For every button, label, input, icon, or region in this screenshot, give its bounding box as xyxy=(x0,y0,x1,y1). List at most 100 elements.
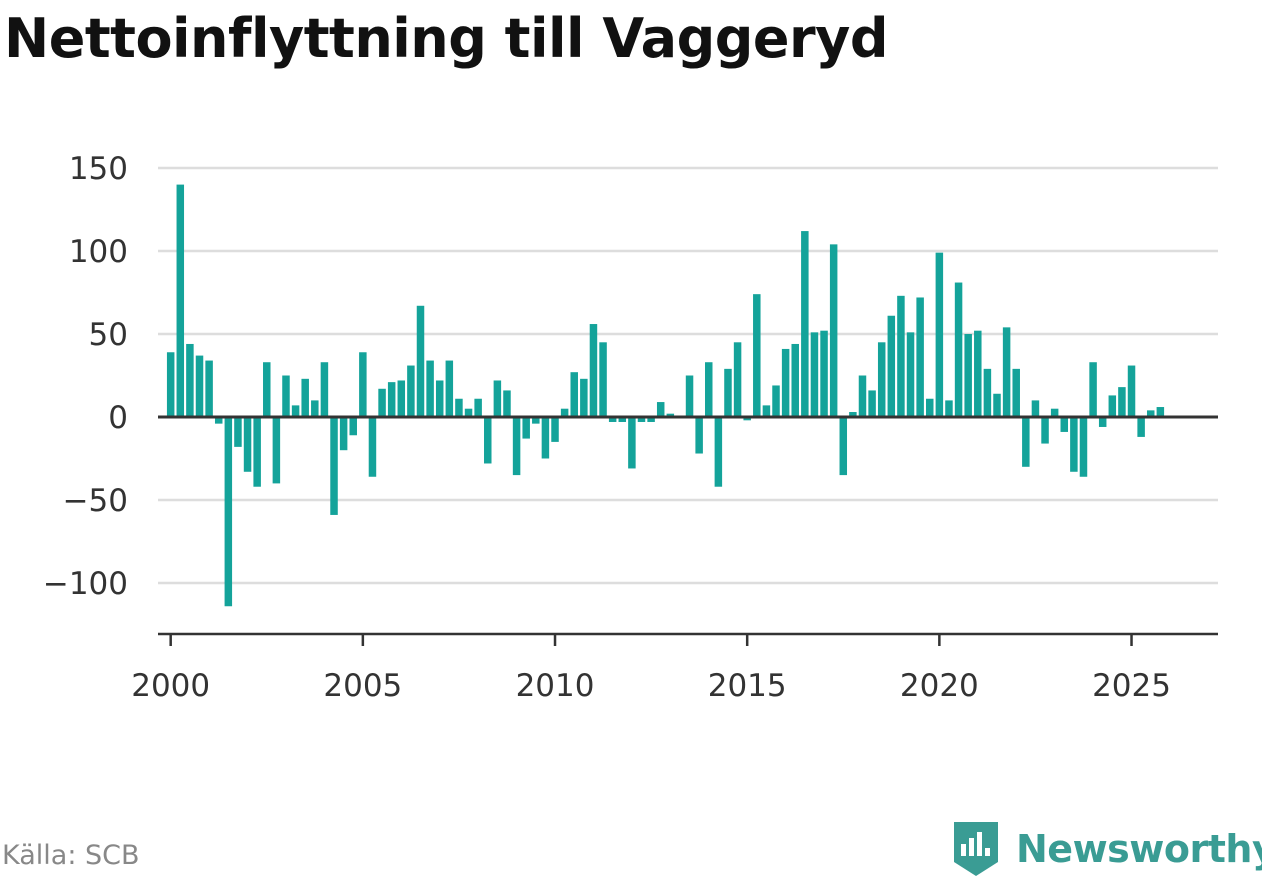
bar xyxy=(1118,387,1126,417)
bar xyxy=(195,355,204,417)
bar xyxy=(887,315,896,417)
bar xyxy=(416,305,425,417)
bar xyxy=(954,282,963,417)
y-tick-labels: −100 −50 0 50 100 150 xyxy=(43,151,128,602)
x-tick-label: 2000 xyxy=(131,668,210,704)
bar xyxy=(407,365,415,417)
y-tick-label: 150 xyxy=(69,151,128,187)
bar xyxy=(349,417,357,436)
bar xyxy=(935,252,944,417)
bar xyxy=(666,413,675,417)
bar xyxy=(263,362,271,417)
bar xyxy=(474,398,482,417)
bar xyxy=(858,375,867,417)
y-tick-label: −50 xyxy=(63,483,128,519)
bar xyxy=(1108,395,1117,417)
bar xyxy=(1070,417,1078,472)
bar xyxy=(368,417,377,477)
bar xyxy=(926,398,934,417)
bar xyxy=(1146,410,1155,417)
bar xyxy=(455,398,463,417)
brand-name: Newsworthy xyxy=(1016,827,1262,871)
bar xyxy=(435,380,444,417)
bar xyxy=(551,417,559,442)
bar xyxy=(291,405,300,417)
bar xyxy=(493,380,502,417)
bar xyxy=(301,378,309,417)
bar xyxy=(570,372,578,417)
bar xyxy=(1156,407,1165,417)
x-tick-label: 2020 xyxy=(900,668,979,704)
bar xyxy=(647,417,655,422)
bar xyxy=(166,352,175,417)
bar xyxy=(1089,362,1097,417)
bar xyxy=(1060,417,1069,432)
bar xyxy=(685,375,694,417)
bar xyxy=(820,330,828,417)
bar xyxy=(791,343,799,417)
x-tick-label: 2005 xyxy=(323,668,402,704)
bar xyxy=(868,390,876,417)
y-tick-label: 0 xyxy=(108,400,128,436)
bar xyxy=(397,380,406,417)
bar xyxy=(378,388,386,417)
bar xyxy=(311,400,319,417)
bar xyxy=(522,417,530,439)
bar xyxy=(359,352,367,417)
bar xyxy=(637,417,646,422)
bar xyxy=(1137,417,1145,437)
bar xyxy=(974,330,982,417)
y-tick-label: 100 xyxy=(69,234,128,270)
bar xyxy=(1041,417,1049,444)
bar xyxy=(387,382,396,417)
bar xyxy=(733,342,742,417)
bar xyxy=(1079,417,1088,477)
bar xyxy=(801,231,809,417)
bar xyxy=(906,332,915,417)
bar xyxy=(743,417,751,421)
x-tick-label: 2010 xyxy=(516,668,595,704)
x-tick-label: 2025 xyxy=(1092,668,1171,704)
bar xyxy=(272,417,281,484)
bar xyxy=(964,334,972,417)
bar xyxy=(541,417,550,459)
bar xyxy=(1002,327,1011,417)
bar xyxy=(253,417,261,487)
y-tick-label: −100 xyxy=(43,566,128,602)
bar xyxy=(330,417,338,515)
bar xyxy=(205,360,213,417)
bar xyxy=(339,417,348,451)
x-tick-label: 2015 xyxy=(708,668,787,704)
bar xyxy=(695,417,703,454)
bar xyxy=(464,408,473,417)
bar xyxy=(214,417,223,424)
bar xyxy=(993,393,1001,417)
bar xyxy=(705,362,713,417)
source-note: Källa: SCB xyxy=(2,840,140,871)
bar xyxy=(849,412,857,417)
x-tick-labels: 2000 2005 2010 2015 2020 2025 xyxy=(131,668,1171,704)
bar xyxy=(512,417,521,476)
bar xyxy=(224,417,233,607)
bar xyxy=(781,348,790,417)
newsworthy-logo-icon xyxy=(954,822,998,876)
bar xyxy=(1098,417,1107,427)
bar xyxy=(234,417,242,447)
bar xyxy=(714,417,723,487)
bars xyxy=(166,184,1165,607)
bar xyxy=(772,385,780,417)
bar xyxy=(503,390,511,417)
y-tick-label: 50 xyxy=(89,317,128,353)
bar xyxy=(1031,400,1040,417)
bar xyxy=(560,408,569,417)
chart-title: Nettoinflyttning till Vaggeryd xyxy=(4,7,889,70)
bar xyxy=(1012,368,1020,417)
bar xyxy=(445,360,454,417)
bar xyxy=(656,402,665,417)
bar xyxy=(320,362,329,417)
bar xyxy=(618,417,627,422)
bar xyxy=(877,342,886,417)
x-ticks xyxy=(169,634,1133,646)
bar xyxy=(839,417,848,476)
